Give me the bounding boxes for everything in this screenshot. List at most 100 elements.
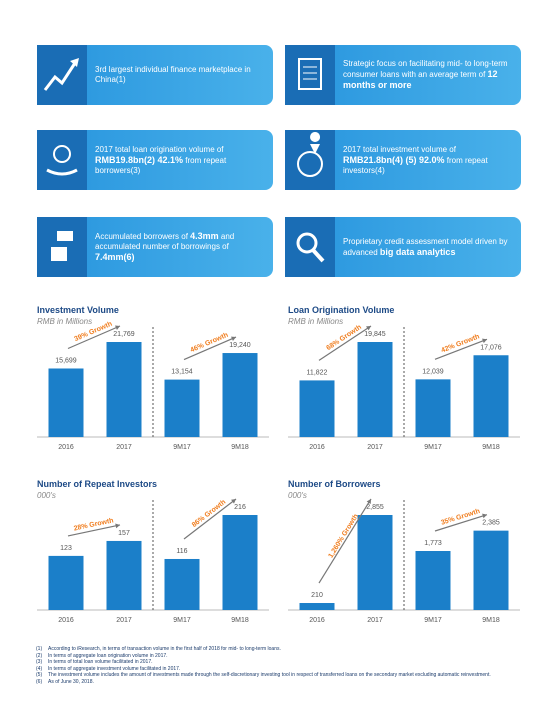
feature-part: RMB19.8bn(2) 42.1%: [95, 154, 184, 165]
feature-paragraph: Strategic focus on facilitating mid- to …: [343, 59, 513, 91]
value-label: 2,385: [482, 520, 500, 527]
chart-subtitle: 000's: [288, 491, 307, 500]
bar: [357, 515, 393, 610]
feature-part: Strategic focus on facilitating mid- to …: [343, 59, 508, 79]
feature-text: Proprietary credit assessment model driv…: [335, 217, 521, 277]
value-label: 19,845: [364, 331, 386, 338]
bar: [415, 551, 451, 610]
value-label: 13,154: [171, 369, 193, 376]
feature-part: big data analytics: [379, 246, 456, 257]
chart-title: Investment Volume: [37, 305, 119, 315]
category-label: 2016: [309, 444, 325, 451]
value-label: 2,855: [366, 504, 384, 511]
feature-part: from repeat borrowers(3): [95, 155, 227, 175]
category-label: 9M17: [424, 444, 442, 451]
footnote-marker: (1): [36, 646, 43, 652]
feature-part: 2017 total investment volume of: [343, 144, 456, 154]
value-label: 157: [118, 530, 130, 537]
feature-text: 2017 total loan origination volume of RM…: [87, 130, 273, 190]
bar: [106, 540, 142, 610]
growth-label: 35% Growth: [440, 508, 481, 527]
feature-part: from repeat investors(4): [343, 155, 488, 175]
feature-part: Proprietary credit assessment model driv…: [343, 236, 508, 257]
arrow-head: [115, 325, 120, 330]
footnote-text: In terms of aggregate loan origination v…: [48, 652, 168, 659]
bar: [106, 342, 142, 437]
growth-arrow: [318, 325, 372, 361]
feature: 2017 total investment volume of RMB21.8b…: [285, 130, 521, 190]
footnote-marker: (6): [36, 678, 43, 685]
growth-arrow: [434, 338, 488, 360]
footnote-text: As of June 30, 2018.: [48, 678, 94, 685]
footnote: (1) According to iResearch, in terms of t…: [36, 646, 526, 653]
category-label: 9M18: [482, 444, 500, 451]
value-label: 17,076: [480, 344, 502, 351]
category-label: 2016: [58, 444, 74, 451]
arrow-head: [366, 326, 371, 331]
growth-arrow: [434, 514, 488, 532]
bar: [299, 603, 335, 610]
footnote-marker: (5): [36, 672, 43, 678]
category-label: 2017: [367, 617, 383, 624]
chart-title: Number of Repeat Investors: [37, 479, 157, 489]
arrow-head: [482, 513, 487, 519]
footnote: (4) In terms of aggregate investment volu…: [36, 666, 526, 673]
value-label: 210: [311, 592, 323, 599]
chart-subtitle: RMB in Millions: [37, 317, 92, 326]
icon: [285, 130, 335, 190]
footnotes: (1) According to iResearch, in terms of t…: [36, 646, 526, 685]
category-label: 2017: [367, 444, 383, 451]
footnote-marker: (2): [36, 652, 43, 659]
feature-paragraph: Proprietary credit assessment model driv…: [343, 237, 513, 258]
icon: [285, 217, 335, 277]
icon: [37, 130, 87, 190]
feature: Proprietary credit assessment model driv…: [285, 217, 521, 277]
feature: 3rd largest individual finance marketpla…: [37, 45, 273, 105]
growth-arrow: [183, 498, 237, 540]
value-label: 11,822: [307, 369, 328, 376]
feature-part: 3rd largest individual finance marketpla…: [95, 65, 251, 84]
category-label: 2016: [309, 617, 325, 624]
arrow-head: [231, 336, 236, 341]
feature-paragraph: Accumulated borrowers of 4.3mm and accum…: [95, 231, 265, 263]
feature-part: 12 months or more: [343, 69, 498, 90]
feature-part: and accumulated number of borrowings of: [95, 232, 235, 251]
category-label: 2016: [58, 617, 74, 624]
footnote-text: In terms of aggregate investment volume …: [48, 665, 181, 672]
bar: [164, 379, 200, 437]
feature-part: Accumulated borrowers of: [95, 232, 191, 241]
feature-part: 4.3mm: [190, 231, 219, 241]
category-label: 9M18: [231, 444, 249, 451]
chart-subtitle: RMB in Millions: [288, 317, 343, 326]
footnote-marker: (3): [36, 659, 43, 665]
value-label: 19,240: [229, 342, 251, 349]
value-label: 21,769: [113, 331, 135, 338]
growth-arrow: [67, 524, 121, 537]
growth-arrow: [67, 325, 121, 350]
value-label: 12,039: [422, 368, 444, 375]
icon: [285, 45, 335, 105]
bar: [415, 379, 451, 437]
growth-arrow: [183, 336, 237, 361]
bar: [473, 355, 509, 437]
arrow-head: [115, 523, 120, 529]
value-label: 216: [234, 504, 246, 511]
category-label: 9M17: [173, 444, 191, 451]
category-label: 9M18: [231, 617, 249, 624]
arrow-head: [231, 499, 236, 504]
bar: [222, 353, 258, 437]
bar: [164, 558, 200, 610]
footnote-marker: (4): [36, 665, 43, 672]
value-label: 116: [176, 548, 187, 555]
feature-paragraph: 3rd largest individual finance marketpla…: [95, 65, 265, 85]
feature: Strategic focus on facilitating mid- to …: [285, 45, 521, 105]
category-label: 2017: [116, 617, 132, 624]
footnote: (6) As of June 30, 2018.: [36, 679, 526, 686]
feature-part: RMB21.8bn(4) (5) 92.0%: [343, 154, 445, 165]
footnote: (5) The investment volume includes the am…: [36, 672, 526, 679]
feature-paragraph: 2017 total investment volume of RMB21.8b…: [343, 145, 513, 176]
growth-label: 1,260% Growth: [328, 513, 360, 559]
feature: 2017 total loan origination volume of RM…: [37, 130, 273, 190]
